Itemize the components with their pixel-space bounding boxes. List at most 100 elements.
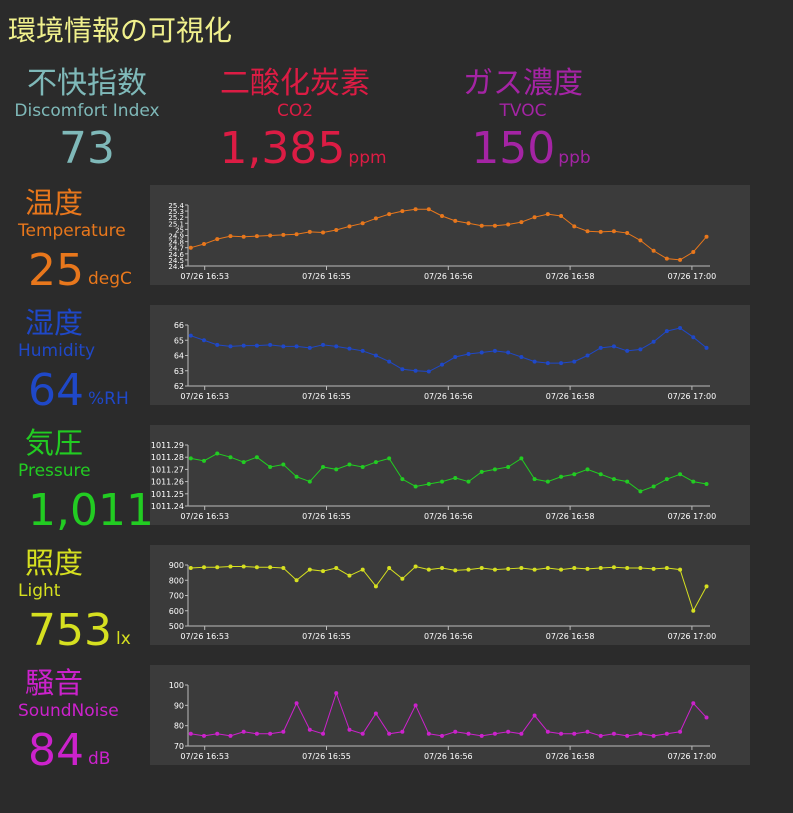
point — [638, 489, 643, 494]
point — [638, 238, 643, 243]
point — [400, 576, 405, 581]
sensor-value: 64 — [28, 365, 84, 416]
y-tick-label: 90 — [174, 701, 184, 710]
point — [241, 234, 246, 239]
metric-label-ja: 不快指数 — [27, 66, 147, 101]
point — [215, 731, 220, 736]
point — [440, 566, 445, 571]
point — [294, 578, 299, 583]
point — [678, 567, 683, 572]
point — [188, 456, 193, 461]
point — [334, 344, 339, 349]
point — [625, 231, 630, 236]
point — [294, 701, 299, 706]
point — [492, 467, 497, 472]
point — [347, 224, 352, 229]
point — [506, 222, 511, 227]
point — [241, 343, 246, 348]
x-tick-label: 07/26 16:58 — [546, 512, 595, 521]
x-tick-label: 07/26 16:53 — [180, 632, 229, 641]
y-tick-label: 25 — [175, 226, 184, 234]
point — [704, 234, 709, 239]
point — [281, 566, 286, 571]
point — [678, 472, 683, 477]
point — [506, 729, 511, 734]
point — [479, 350, 484, 355]
point — [664, 256, 669, 261]
point — [440, 733, 445, 738]
point — [532, 359, 537, 364]
y-tick-label: 65 — [174, 336, 184, 345]
x-tick-label: 07/26 16:56 — [424, 752, 473, 761]
point — [254, 455, 259, 460]
point — [519, 731, 524, 736]
chart-panel — [150, 545, 750, 645]
metric-label-en: TVOC — [499, 101, 547, 121]
point — [307, 345, 312, 350]
point — [625, 479, 630, 484]
point — [215, 342, 220, 347]
point — [360, 221, 365, 226]
point — [241, 729, 246, 734]
y-tick-label: 25.1 — [168, 220, 184, 228]
point — [400, 729, 405, 734]
sensor-unit: %RH — [88, 389, 129, 409]
point — [202, 565, 207, 570]
y-tick-label: 1011.25 — [151, 490, 184, 499]
point — [466, 351, 471, 356]
metric-label-ja: 二酸化炭素 — [220, 66, 370, 101]
point — [453, 568, 458, 573]
sensor-label-ja: 気圧 — [25, 426, 83, 460]
point — [426, 567, 431, 572]
y-tick-label: 63 — [174, 367, 184, 376]
point — [387, 566, 392, 571]
point — [413, 703, 418, 708]
x-tick-label: 07/26 16:53 — [180, 392, 229, 401]
point — [400, 209, 405, 214]
point — [704, 715, 709, 720]
point — [268, 565, 273, 570]
x-tick-label: 07/26 16:55 — [302, 512, 351, 521]
point — [215, 237, 220, 242]
point — [479, 733, 484, 738]
point — [506, 566, 511, 571]
point — [188, 333, 193, 338]
sensor-label-ja: 照度 — [25, 546, 83, 580]
point — [492, 731, 497, 736]
point — [294, 232, 299, 237]
line — [190, 691, 707, 737]
point — [347, 573, 352, 578]
y-tick-label: 700 — [169, 592, 184, 601]
metric-unit: ppb — [558, 148, 590, 168]
point — [611, 229, 616, 234]
point — [215, 451, 220, 456]
point — [704, 584, 709, 589]
point — [254, 731, 259, 736]
point — [572, 566, 577, 571]
point — [506, 350, 511, 355]
point — [294, 474, 299, 479]
point — [241, 564, 246, 569]
x-tick-label: 07/26 16:55 — [302, 632, 351, 641]
point — [453, 729, 458, 734]
x-tick-label: 07/26 17:00 — [668, 272, 717, 281]
point — [479, 469, 484, 474]
point — [598, 566, 603, 571]
point — [268, 731, 273, 736]
point — [453, 218, 458, 223]
sensor-label-en: Temperature — [17, 221, 126, 241]
y-tick-label: 64 — [174, 352, 184, 361]
point — [466, 567, 471, 572]
x-tick-label: 07/26 17:00 — [668, 512, 717, 521]
y-tick-label: 1011.29 — [151, 441, 184, 450]
point — [585, 729, 590, 734]
point — [188, 566, 193, 571]
sensor-label-ja: 温度 — [25, 186, 83, 220]
y-tick-label: 70 — [174, 742, 184, 751]
point — [492, 567, 497, 572]
point — [585, 353, 590, 358]
point — [532, 567, 537, 572]
point — [691, 701, 696, 706]
point — [254, 343, 259, 348]
